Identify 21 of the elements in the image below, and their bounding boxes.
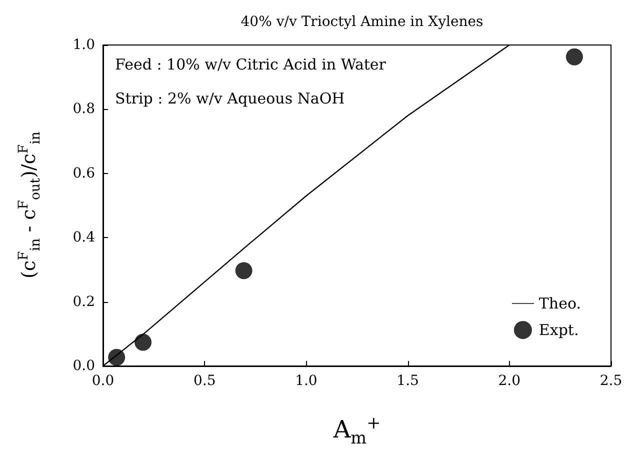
x-tick-label: 0.5 (193, 373, 216, 389)
y-tick-label: 1.0 (72, 37, 95, 53)
legend-label: Expt. (538, 321, 579, 339)
y-tick-label: 0.4 (72, 230, 96, 246)
x-tick-label: 2.0 (498, 373, 521, 389)
y-tick-label: 0.0 (72, 358, 95, 374)
point (566, 48, 583, 66)
y-tick-label: 0.6 (72, 165, 96, 182)
chart-title: 40% v/v Trioctyl Amine in Xylenes (240, 14, 484, 30)
point (134, 334, 152, 351)
point (235, 262, 252, 280)
x-tick-label: 0.0 (92, 373, 114, 389)
x-tick-label: 1.0 (295, 373, 318, 389)
legend-label: Theo. (538, 294, 581, 312)
y-tick-label: 0.2 (72, 294, 95, 310)
annotation: Feed : 10% w/v Citric Acid in Water (115, 56, 387, 74)
point (108, 348, 126, 366)
x-tick-label: 1.5 (396, 373, 419, 389)
y-tick-label: 0.8 (72, 101, 95, 118)
x-tick-label: 2.5 (600, 373, 622, 389)
annotation: Strip : 2% w/v Aqueous NaOH (115, 90, 345, 108)
